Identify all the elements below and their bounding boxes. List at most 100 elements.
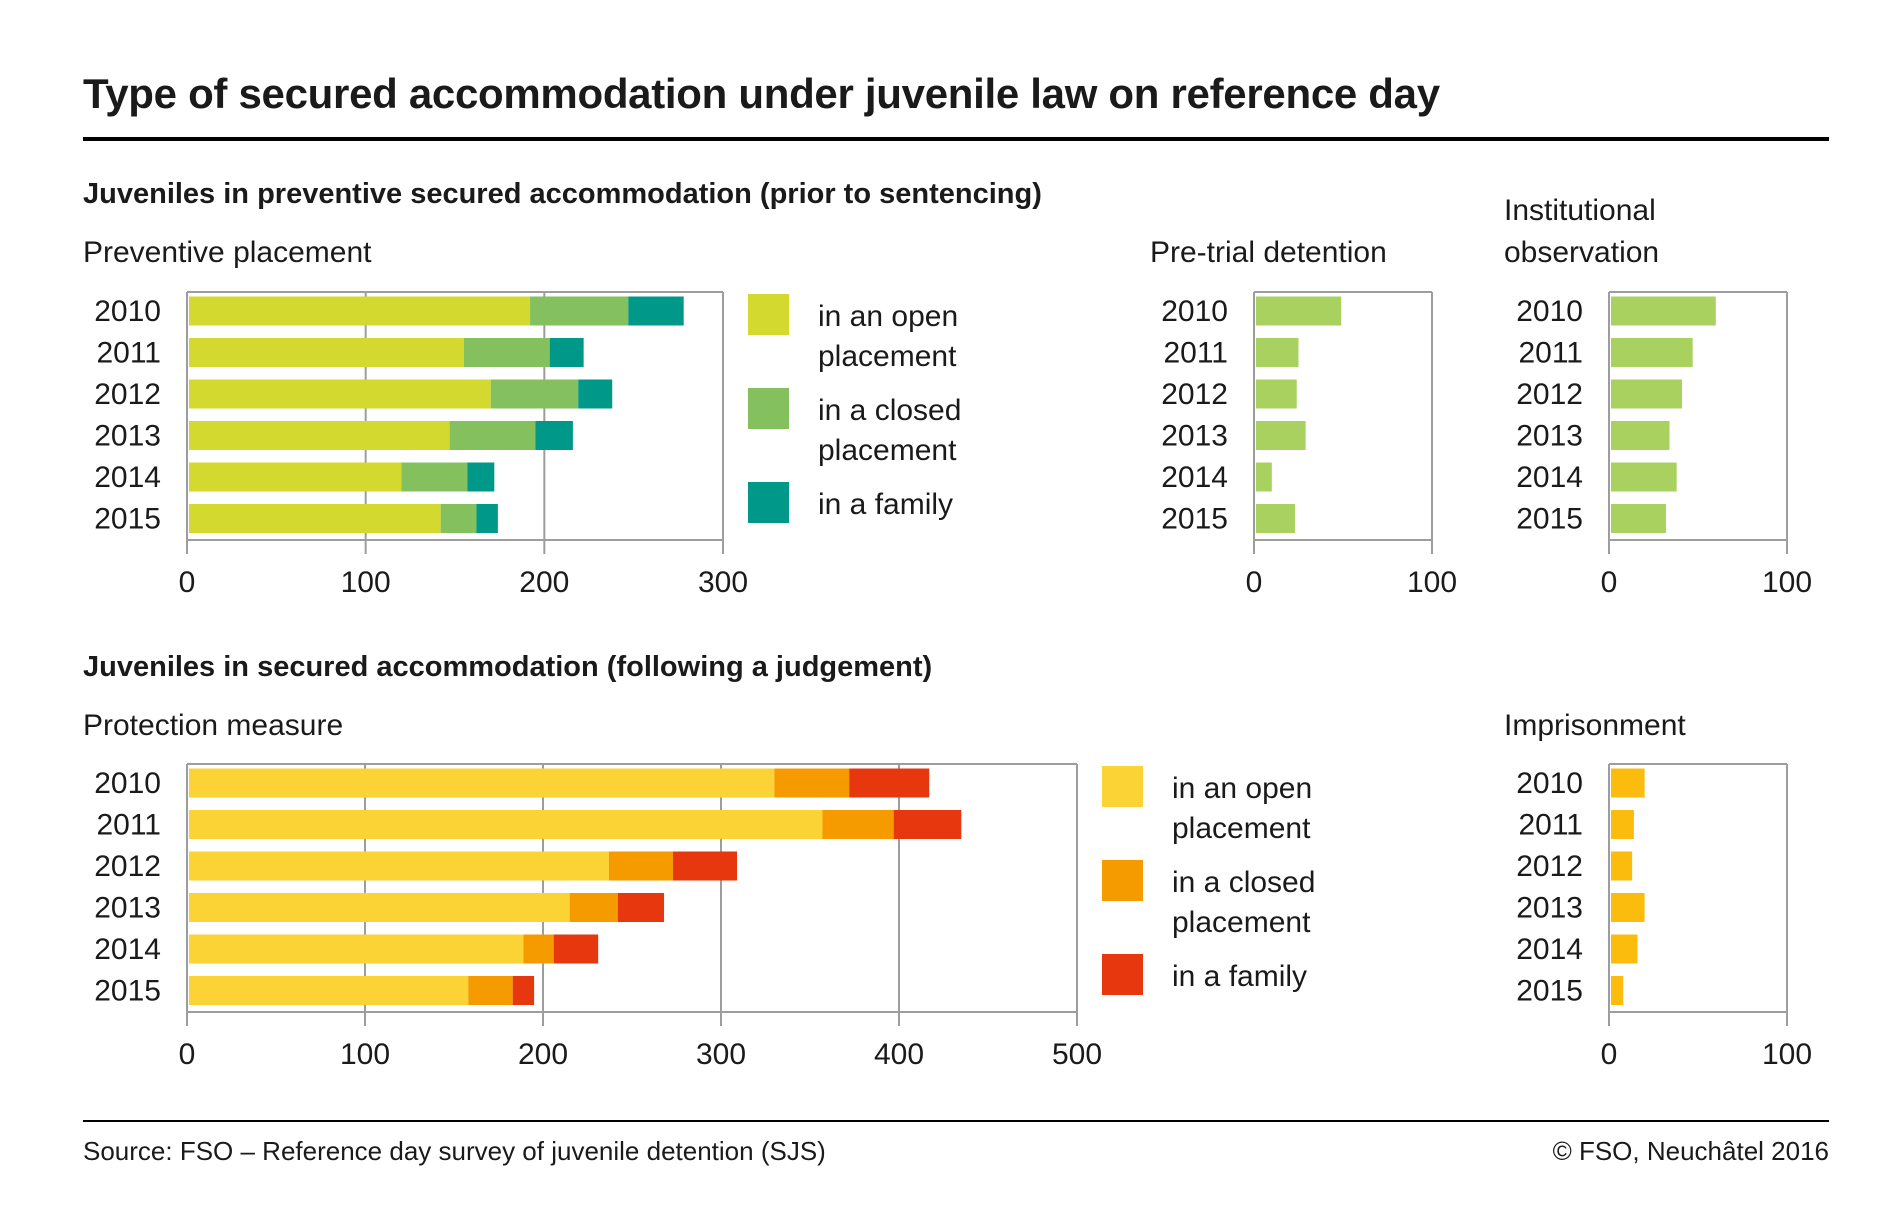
institutional_observation-category-label-2014: 2014: [1516, 461, 1583, 494]
imprisonment-category-label-2010: 2010: [1516, 767, 1583, 800]
pretrial_detention-tick-label-100: 100: [1407, 566, 1457, 599]
preventive_placement-tick-label-200: 200: [519, 566, 569, 599]
pretrial_detention-category-label-2015: 2015: [1161, 503, 1228, 536]
pretrial_detention-bar-2012-series-1: [1256, 379, 1297, 409]
institutional_observation-tick-label-100: 100: [1762, 566, 1812, 599]
imprisonment-bar-2014-series-1: [1611, 934, 1638, 964]
protection_measure-legend-swatch-3: [1102, 954, 1143, 995]
protection_measure-bar-2015-series-2: [468, 976, 513, 1005]
imprisonment-bar-2011-series-1: [1611, 810, 1634, 839]
protection_measure-category-label-2013: 2013: [94, 892, 161, 925]
preventive_placement-legend-swatch-2: [748, 388, 789, 429]
protection_measure-bar-2010-series-1: [189, 768, 775, 798]
section-preventive-heading: Juveniles in preventive secured accommod…: [83, 178, 1042, 210]
institutional_observation-tick-label-0: 0: [1601, 566, 1618, 599]
imprisonment-bar-2013-series-1: [1611, 893, 1645, 922]
preventive_placement-category-label-2010: 2010: [94, 295, 161, 328]
preventive_placement-legend-label-2: in a closed placement: [818, 394, 961, 467]
protection_measure-bar-2010-series-3: [849, 768, 930, 798]
preventive_placement-bar-2014-series-1: [189, 462, 402, 492]
title-rule: [83, 137, 1829, 141]
protection_measure-bar-2013-series-3: [617, 893, 665, 922]
preventive_placement-category-label-2015: 2015: [94, 503, 161, 536]
imprisonment-category-label-2013: 2013: [1516, 892, 1583, 925]
preventive_placement-bar-2012-series-2: [490, 379, 579, 409]
footer-rule: [83, 1120, 1829, 1122]
source-note: Source: FSO – Reference day survey of ju…: [83, 1136, 826, 1166]
imprisonment-bar-2015-series-1: [1611, 976, 1624, 1005]
pretrial_detention-category-label-2011: 2011: [1163, 337, 1228, 370]
preventive_placement-bar-2015-series-1: [189, 504, 441, 533]
protection_measure-legend-label-1: in an open placement: [1172, 772, 1312, 845]
pretrial_detention-bar-2011-series-1: [1256, 338, 1299, 367]
preventive_placement-category-label-2011: 2011: [96, 337, 161, 370]
protection_measure-bar-2015-series-3: [512, 976, 535, 1005]
institutional_observation-bar-2014-series-1: [1611, 462, 1677, 492]
preventive_placement-category-label-2012: 2012: [94, 378, 161, 411]
preventive_placement-category-label-2014: 2014: [94, 461, 161, 494]
preventive_placement-bar-2013-series-3: [535, 421, 573, 450]
preventive_placement-tick-label-100: 100: [341, 566, 391, 599]
preventive_placement-bar-2010-series-2: [530, 296, 629, 326]
protection_measure-tick-label-500: 500: [1052, 1038, 1102, 1071]
preventive_placement-bar-2015-series-3: [476, 504, 498, 533]
protection_measure-legend-swatch-2: [1102, 860, 1143, 901]
imprisonment-tick-label-100: 100: [1762, 1038, 1812, 1071]
protection_measure-legend-swatch-1: [1102, 766, 1143, 807]
protection_measure-category-label-2011: 2011: [96, 809, 161, 842]
protection_measure-bar-2014-series-1: [189, 934, 524, 964]
preventive_placement-legend-swatch-1: [748, 294, 789, 335]
institutional_observation-bar-2015-series-1: [1611, 504, 1666, 533]
pretrial_detention-tick-label-0: 0: [1246, 566, 1263, 599]
preventive_placement-category-label-2013: 2013: [94, 420, 161, 453]
imprisonment-tick-label-0: 0: [1601, 1038, 1618, 1071]
preventive_placement-tick-label-300: 300: [698, 566, 748, 599]
preventive_placement-bar-2010-series-1: [189, 296, 531, 326]
imprisonment-category-label-2011: 2011: [1518, 809, 1583, 842]
protection_measure-bar-2015-series-1: [189, 976, 469, 1005]
panel-title-protection-measure: Protection measure: [83, 709, 344, 742]
protection_measure-tick-label-0: 0: [179, 1038, 196, 1071]
institutional_observation-category-label-2015: 2015: [1516, 503, 1583, 536]
protection_measure-category-label-2012: 2012: [94, 850, 161, 883]
copyright-note: © FSO, Neuchâtel 2016: [1552, 1136, 1829, 1166]
panel-title-pretrial-detention: Pre-trial detention: [1150, 236, 1387, 269]
preventive_placement-legend-label-1: in an open placement: [818, 300, 958, 373]
protection_measure-bar-2013-series-1: [189, 893, 570, 922]
preventive_placement-bar-2012-series-1: [189, 379, 491, 409]
preventive_placement-bar-2010-series-3: [628, 296, 684, 326]
protection_measure-bar-2014-series-2: [523, 934, 554, 964]
protection_measure-category-label-2015: 2015: [94, 975, 161, 1008]
preventive_placement-bar-2014-series-2: [401, 462, 468, 492]
pretrial_detention-bar-2015-series-1: [1256, 504, 1295, 533]
protection_measure-bar-2012-series-3: [672, 851, 738, 881]
protection_measure-bar-2011-series-3: [893, 810, 962, 839]
pretrial_detention-bar-2013-series-1: [1256, 421, 1306, 450]
protection_measure-tick-label-300: 300: [696, 1038, 746, 1071]
preventive_placement-legend-swatch-3: [748, 482, 789, 523]
protection_measure-category-label-2014: 2014: [94, 933, 161, 966]
preventive_placement-tick-label-0: 0: [179, 566, 196, 599]
imprisonment-bar-2012-series-1: [1611, 851, 1633, 881]
institutional_observation-bar-2011-series-1: [1611, 338, 1693, 367]
protection_measure-bar-2011-series-2: [822, 810, 894, 839]
preventive_placement-bar-2013-series-2: [449, 421, 536, 450]
protection_measure-bar-2010-series-2: [774, 768, 850, 798]
preventive_placement-bar-2011-series-1: [189, 338, 464, 367]
protection_measure-bar-2014-series-3: [553, 934, 599, 964]
imprisonment-category-label-2012: 2012: [1516, 850, 1583, 883]
protection_measure-tick-label-200: 200: [518, 1038, 568, 1071]
protection_measure-bar-2011-series-1: [189, 810, 823, 839]
protection_measure-category-label-2010: 2010: [94, 767, 161, 800]
pretrial_detention-bar-2010-series-1: [1256, 296, 1342, 326]
preventive_placement-bar-2012-series-3: [578, 379, 613, 409]
imprisonment-category-label-2014: 2014: [1516, 933, 1583, 966]
panel-title-preventive-placement: Preventive placement: [83, 236, 372, 269]
pretrial_detention-category-label-2013: 2013: [1161, 420, 1228, 453]
protection_measure-bar-2012-series-1: [189, 851, 609, 881]
preventive_placement-bar-2013-series-1: [189, 421, 450, 450]
pretrial_detention-bar-2014-series-1: [1256, 462, 1272, 492]
protection_measure-legend-label-3: in a family: [1172, 960, 1307, 993]
preventive_placement-bar-2011-series-3: [549, 338, 584, 367]
